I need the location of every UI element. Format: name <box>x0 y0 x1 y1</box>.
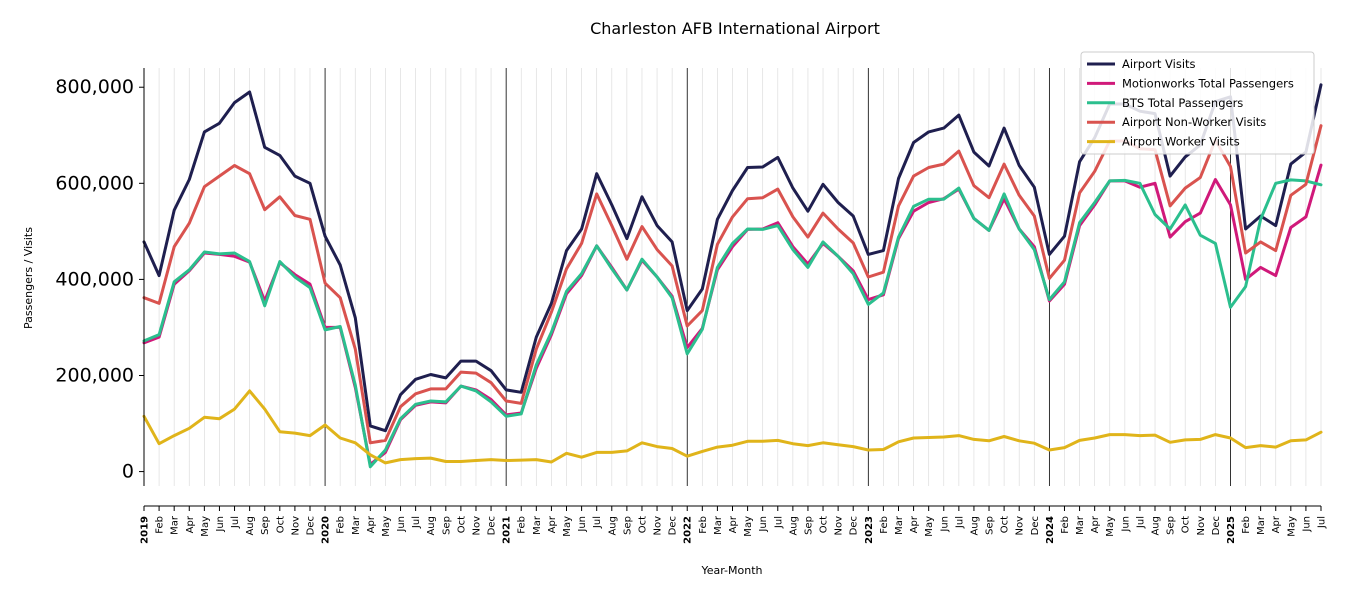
legend-label: Airport Worker Visits <box>1122 135 1240 149</box>
y-axis-label: Passengers / Visits <box>22 227 35 329</box>
x-tick-label: Jun <box>939 516 950 533</box>
x-tick-label: Oct <box>1181 516 1192 533</box>
x-tick-label: Jun <box>577 516 588 533</box>
x-tick-label: Oct <box>1000 516 1011 533</box>
x-tick-label: Dec <box>1030 516 1041 535</box>
x-tick-label: May <box>1105 516 1116 537</box>
x-tick-label: Dec <box>487 516 498 535</box>
x-tick-label: Aug <box>245 516 256 536</box>
x-tick-label: Oct <box>275 516 286 533</box>
x-tick-label: Mar <box>1075 515 1086 535</box>
x-tick-label: Mar <box>894 515 905 535</box>
x-tick-label: Jun <box>758 516 769 533</box>
legend-box <box>1080 51 1315 155</box>
x-axis-label: Year-Month <box>700 564 762 577</box>
x-tick-label: Feb <box>155 516 166 534</box>
x-tick-label: Dec <box>1211 516 1222 535</box>
x-tick-label: Jul <box>230 516 241 529</box>
x-tick-label: Dec <box>305 516 316 535</box>
x-tick-label: Jul <box>1317 516 1328 529</box>
y-tick-label: 800,000 <box>55 76 134 98</box>
x-tick-label: Aug <box>969 516 980 536</box>
x-tick-label: Sep <box>441 516 452 535</box>
y-tick-label: 400,000 <box>55 268 134 290</box>
x-tick-label: Mar <box>351 515 362 535</box>
x-tick-label: Feb <box>336 516 347 534</box>
series-line-airport-worker-visits <box>142 389 1323 465</box>
x-tick-label: Feb <box>1060 516 1071 534</box>
x-tick-label: May <box>562 516 573 537</box>
x-tick-label: Jul <box>1135 516 1146 529</box>
x-tick-label: Nov <box>653 516 664 536</box>
x-tick-label: Jun <box>1301 516 1312 533</box>
x-tick-label: May <box>1286 516 1297 537</box>
x-tick-label: Nov <box>1196 516 1207 536</box>
x-tick-label: May <box>381 516 392 537</box>
x-tick-label: Apr <box>547 515 558 533</box>
x-tick-label: May <box>200 516 211 537</box>
x-tick-label: Nov <box>471 516 482 536</box>
x-tick-label: Sep <box>622 516 633 535</box>
x-tick-label: Sep <box>985 516 996 535</box>
x-tick-label: Feb <box>698 516 709 534</box>
x-tick-label-year: 2019 <box>140 516 151 544</box>
x-tick-label: Aug <box>788 516 799 536</box>
series-line-bts-total-passengers <box>142 178 1323 469</box>
x-tick-label: Jun <box>396 516 407 533</box>
x-tick-label: Apr <box>909 515 920 533</box>
x-tick-label: Mar <box>1256 515 1267 535</box>
y-tick-label: 200,000 <box>55 364 134 386</box>
x-tick-label: Jun <box>1120 516 1131 533</box>
x-tick-label: Feb <box>879 516 890 534</box>
legend-label: Motionworks Total Passengers <box>1122 76 1294 90</box>
chart-title: Charleston AFB International Airport <box>590 19 880 38</box>
x-tick-label: Apr <box>1271 515 1282 533</box>
x-tick-label: Nov <box>1015 516 1026 536</box>
x-tick-label: Aug <box>607 516 618 536</box>
x-tick-label: Apr <box>366 515 377 533</box>
legend: Airport Visits Motionworks Total Passenge… <box>1080 51 1315 155</box>
y-tick-label: 600,000 <box>55 172 134 194</box>
x-tick-label: Mar <box>170 515 181 535</box>
x-tick-label: Oct <box>819 516 830 533</box>
x-tick-label: Oct <box>637 516 648 533</box>
x-tick-label: Jul <box>954 516 965 529</box>
x-tick-label: Jul <box>411 516 422 529</box>
x-tick-label: Sep <box>803 516 814 535</box>
x-tick-label-year: 2023 <box>864 516 875 544</box>
x-tick-label: Apr <box>728 515 739 533</box>
x-tick-label: Jul <box>773 516 784 529</box>
x-tick-label: May <box>924 516 935 537</box>
x-tick-label-year: 2025 <box>1226 516 1237 544</box>
x-tick-label: Feb <box>1241 516 1252 534</box>
legend-label: Airport Non-Worker Visits <box>1122 115 1266 129</box>
x-tick-label: Mar <box>713 515 724 535</box>
x-tick-label: Jun <box>215 516 226 533</box>
x-tick-label-year: 2024 <box>1045 516 1056 544</box>
x-tick-label: Feb <box>517 516 528 534</box>
x-tick-label: Apr <box>1090 515 1101 533</box>
x-tick-label: Oct <box>456 516 467 533</box>
x-tick-label-year: 2020 <box>321 516 332 544</box>
x-tick-label: Apr <box>185 515 196 533</box>
x-tick-label: Nov <box>834 516 845 536</box>
x-tick-label: Dec <box>668 516 679 535</box>
x-tick-label: Mar <box>532 515 543 535</box>
x-tick-label-year: 2021 <box>502 516 513 544</box>
x-tick-label: Sep <box>260 516 271 535</box>
x-tick-label: Jul <box>592 516 603 529</box>
x-tick-label: May <box>743 516 754 537</box>
x-tick-label: Sep <box>1166 516 1177 535</box>
x-tick-label: Aug <box>1151 516 1162 536</box>
x-tick-label: Dec <box>849 516 860 535</box>
x-tick-label: Aug <box>426 516 437 536</box>
legend-label: Airport Visits <box>1122 57 1196 71</box>
x-tick-label-year: 2022 <box>683 516 694 544</box>
axis-layer: 0 200,000 400,000 600,000 800,000 2019 Feb Mar A… <box>55 68 1328 544</box>
y-tick-label: 0 <box>122 461 134 483</box>
x-tick-label: Nov <box>290 516 301 536</box>
legend-label: BTS Total Passengers <box>1122 96 1243 110</box>
